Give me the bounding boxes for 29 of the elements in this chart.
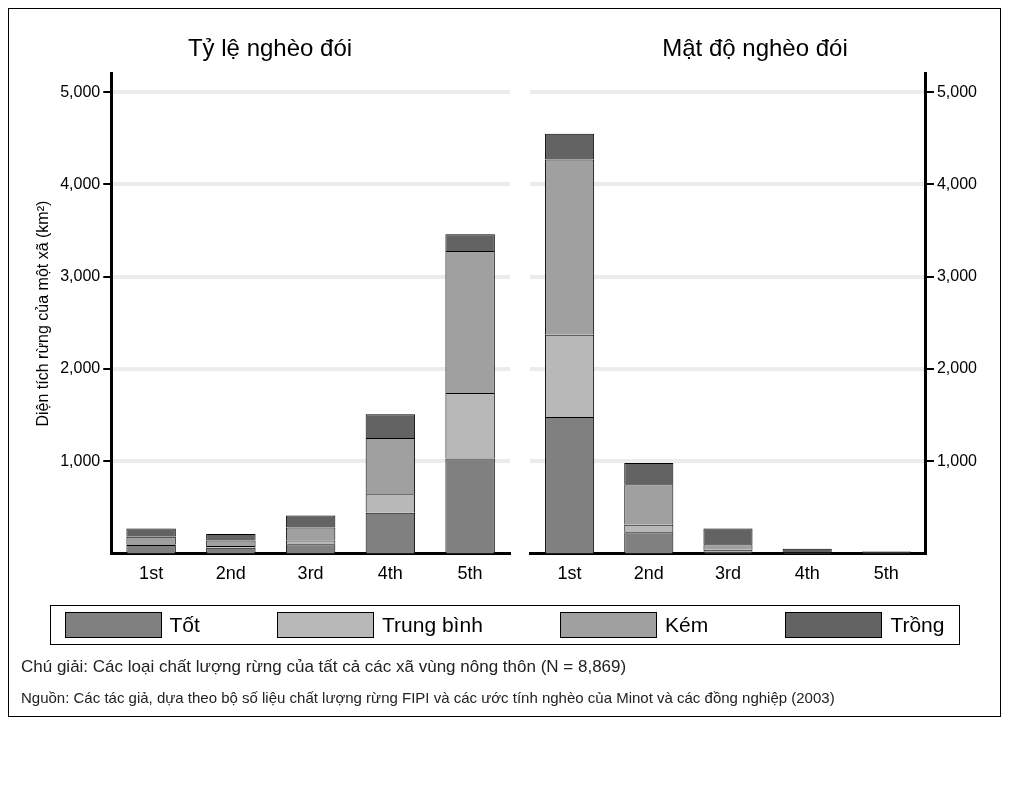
legend-label: Trung bình bbox=[382, 613, 483, 637]
x-tick-label: 2nd bbox=[633, 563, 664, 584]
y2-tick-label: 5,000 bbox=[936, 82, 977, 100]
y-tick-label: 3,000 bbox=[59, 267, 100, 285]
legend-label: Kém bbox=[665, 613, 709, 637]
y2-tick-label: 4,000 bbox=[936, 174, 977, 192]
x-tick-label: 1st bbox=[138, 563, 163, 584]
x-tick-label: 4th bbox=[377, 563, 403, 584]
x-tick-label: 5th bbox=[457, 563, 483, 584]
y-tick-label: 1,000 bbox=[59, 451, 100, 469]
chart-title: Tỷ lệ nghèo đói bbox=[187, 34, 352, 62]
text: Chú giải: Các loại chất lượng rừng của tất cả các xã vùng nông thôn (N = 8,869) bbox=[21, 657, 628, 677]
legend-label: Trồng bbox=[890, 613, 945, 637]
x-tick-label: 5th bbox=[873, 563, 899, 584]
x-tick-label: 1st bbox=[557, 563, 582, 584]
y-tick-label: 5,000 bbox=[59, 82, 100, 100]
y2-tick-label: 3,000 bbox=[936, 267, 977, 285]
y2-tick-label: 2,000 bbox=[936, 359, 977, 377]
x-tick-label: 3rd bbox=[714, 563, 741, 584]
y2-tick-label: 1,000 bbox=[936, 451, 977, 469]
x-tick-label: 3rd bbox=[297, 563, 324, 584]
legend-label: Tốt bbox=[169, 613, 200, 637]
x-tick-label: 4th bbox=[794, 563, 820, 584]
y-tick-label: 4,000 bbox=[59, 174, 100, 192]
chart-title: Mật độ nghèo đói bbox=[661, 34, 848, 62]
y-tick-label: 2,000 bbox=[59, 359, 100, 377]
text: Nguồn: Các tác giả, dựa theo bộ số liệu chất lượng rừng FIPI và các ước tính nghèo của Minot và các đồng nghiệp (2003) bbox=[21, 689, 836, 706]
y-axis-title: Diện tích rừng của một xã (km²) bbox=[33, 200, 51, 427]
x-tick-label: 2nd bbox=[215, 563, 246, 584]
